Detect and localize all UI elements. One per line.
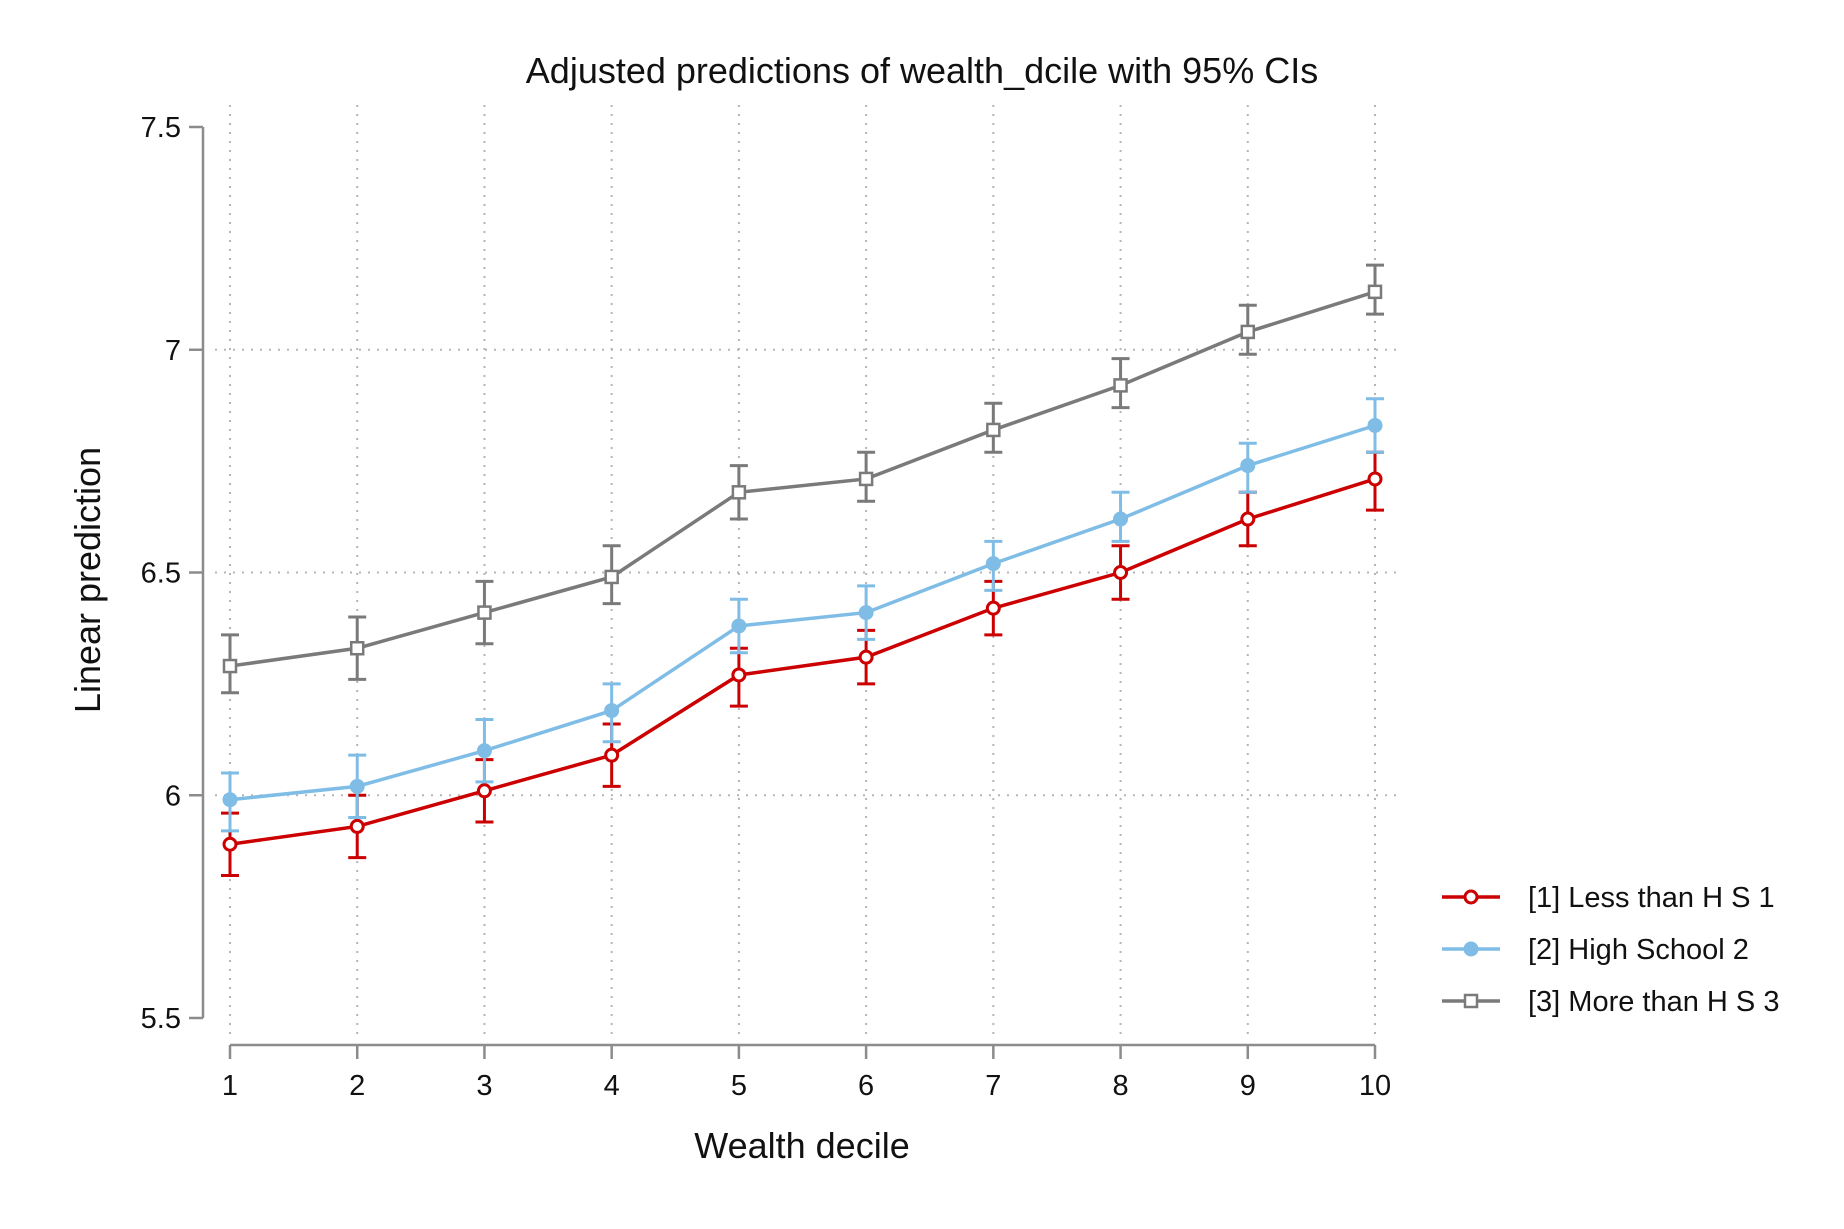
series-1 [221, 450, 1384, 877]
data-point [1367, 284, 1383, 300]
y-axis-label: Linear prediction [67, 447, 108, 713]
legend-item-3: [3] More than H S 3 [1442, 986, 1779, 1018]
series-line [229, 423, 1376, 802]
data-point [1113, 378, 1128, 393]
data-point [476, 783, 492, 799]
x-tick-label: 7 [985, 1070, 1001, 1102]
axes: 5.5 6 6.5 7 7.5 1 2 3 4 5 6 7 8 9 10 [141, 112, 1391, 1102]
data-point [985, 600, 1001, 616]
data-point [731, 485, 747, 500]
data-point [858, 471, 874, 487]
legend-marker [1463, 993, 1479, 1009]
data-point [476, 743, 492, 759]
data-point [1113, 511, 1129, 527]
x-tick-label: 5 [731, 1070, 747, 1102]
data-point [985, 556, 1001, 572]
data-point [1113, 565, 1129, 580]
data-point [349, 640, 365, 656]
y-tick-label: 5.5 [141, 1003, 181, 1035]
x-tick-label: 2 [349, 1070, 365, 1102]
x-tick-label: 8 [1112, 1070, 1128, 1102]
y-tick-label: 6 [165, 780, 181, 812]
data-point [604, 703, 620, 719]
y-tick-label: 7 [165, 335, 181, 367]
data-point [477, 605, 492, 620]
series-3 [221, 263, 1384, 695]
series-line [229, 290, 1376, 668]
legend-marker [1463, 889, 1479, 905]
x-tick-label: 1 [222, 1070, 238, 1102]
data-point [858, 605, 874, 621]
x-tick-label: 4 [604, 1070, 620, 1102]
y-tick-label: 7.5 [141, 112, 181, 144]
legend-marker [1463, 941, 1479, 957]
data-point [1367, 471, 1383, 487]
data-point [1240, 458, 1256, 474]
x-axis-label: Wealth decile [694, 1125, 909, 1166]
data-point [222, 836, 238, 852]
chart-title: Adjusted predictions of wealth_dcile wit… [526, 50, 1318, 91]
data-point [604, 747, 620, 763]
x-tick-label: 3 [476, 1070, 492, 1102]
legend: [1] Less than H S 1 [2] High School 2 [3] … [1442, 882, 1779, 1018]
grid [215, 105, 1400, 1041]
legend-item-1: [1] Less than H S 1 [1442, 882, 1775, 914]
data-point [222, 658, 238, 674]
data-point [604, 569, 619, 585]
data-point [731, 618, 747, 634]
legend-label: [3] More than H S 3 [1528, 986, 1779, 1018]
x-tick-label: 10 [1359, 1070, 1391, 1102]
data-point [1240, 324, 1256, 340]
data-point [1240, 511, 1256, 527]
data-point [731, 667, 747, 683]
data-point [858, 649, 874, 665]
data-point [986, 422, 1001, 438]
x-tick-label: 9 [1240, 1070, 1256, 1102]
series-line [229, 477, 1376, 846]
series-2 [221, 397, 1384, 833]
data-point [1367, 417, 1383, 433]
series-layer [221, 263, 1384, 877]
data-point [222, 792, 238, 808]
x-tick-label: 6 [858, 1070, 874, 1102]
legend-label: [1] Less than H S 1 [1528, 882, 1775, 914]
data-point [349, 818, 365, 834]
data-point [349, 778, 365, 794]
y-tick-label: 6.5 [141, 558, 181, 590]
legend-item-2: [2] High School 2 [1442, 934, 1749, 966]
legend-label: [2] High School 2 [1528, 934, 1749, 966]
